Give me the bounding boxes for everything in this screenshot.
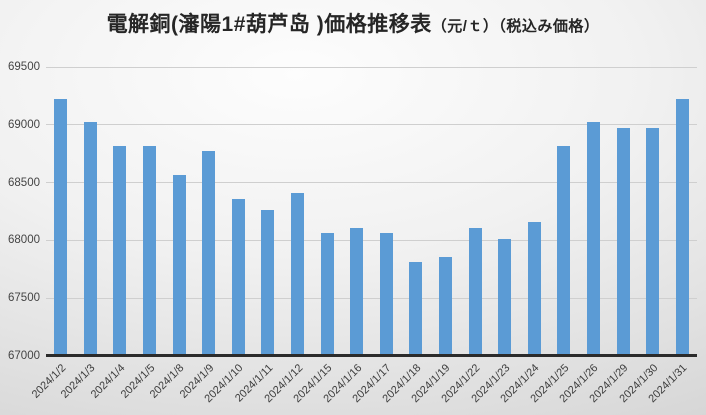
y-axis-tick-label: 68500	[8, 176, 40, 189]
x-axis-line	[46, 354, 697, 357]
chart-title-main: 電解銅(瀋陽1#葫芦岛 )価格推移表	[106, 13, 432, 36]
bar	[675, 99, 689, 356]
bar	[54, 99, 68, 356]
bar	[646, 128, 660, 356]
bar	[438, 256, 452, 356]
bar	[527, 221, 541, 356]
bar	[586, 122, 600, 356]
chart-title-unit: （元/ｔ）	[431, 18, 499, 35]
bar	[616, 128, 630, 356]
bar	[320, 233, 334, 356]
gridline	[46, 124, 697, 126]
chart-title-note: （税込み価格）	[498, 18, 600, 35]
bar	[557, 145, 571, 356]
y-axis-tick-label: 67500	[8, 292, 40, 305]
y-axis-tick-label: 69000	[8, 118, 40, 131]
y-axis-tick-label: 69500	[8, 61, 40, 73]
bar	[202, 151, 216, 356]
bar	[113, 145, 127, 356]
bar	[379, 233, 393, 356]
chart-title: 電解銅(瀋陽1#葫芦岛 )価格推移表（元/ｔ）（税込み価格）	[0, 10, 706, 42]
bar	[172, 174, 186, 356]
bar	[291, 193, 305, 356]
bar	[350, 227, 364, 356]
bar	[261, 210, 275, 356]
bar	[468, 227, 482, 356]
bar	[409, 262, 423, 356]
y-axis-tick-label: 67000	[8, 350, 40, 362]
bar	[498, 239, 512, 356]
gridline	[46, 182, 697, 184]
gridline	[46, 66, 697, 68]
bar	[143, 145, 157, 356]
gridline	[46, 239, 697, 241]
bar	[231, 198, 245, 356]
gridline	[46, 297, 697, 299]
bar	[83, 122, 97, 356]
y-axis-tick-label: 68000	[8, 234, 40, 247]
